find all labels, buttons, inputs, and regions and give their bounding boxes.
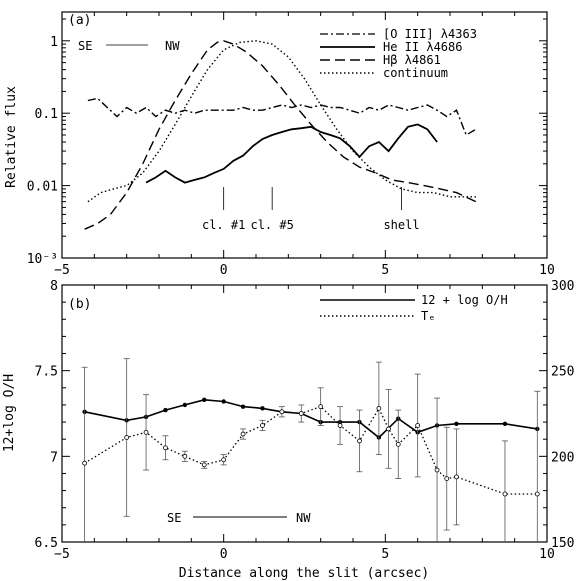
panel-b-y2tick-label: 300 [551, 279, 574, 294]
te-point [124, 435, 130, 440]
panel-b-y2tick-label: 150 [551, 536, 574, 551]
panel-a-xtick-label: −5 [54, 263, 70, 278]
te-point [318, 404, 324, 410]
panel-a-annotations: cl. #1 cl. #5 shell [202, 187, 420, 232]
panel-a-xtick-label: 0 [220, 263, 228, 278]
panel-a-frame [61, 11, 548, 259]
panel-b-frame [61, 284, 548, 543]
panel-a-orient-right: NW [165, 39, 180, 53]
oh-point [221, 399, 226, 404]
te-point [395, 441, 401, 447]
te-point [260, 423, 265, 428]
panel-a-xtick-label: 10 [539, 263, 555, 278]
panel-b-orient-left: SE [167, 511, 181, 525]
annotation-label: cl. #1 [202, 218, 245, 232]
te-point [337, 423, 343, 428]
te-point [82, 460, 88, 466]
panel-a-orient-left: SE [78, 39, 92, 53]
panel-a-series [84, 40, 477, 230]
panel-b-legend: 12 + log O/H Tₑ [320, 293, 508, 323]
panel-b: −5 0 5 10 6.5 7 7.5 8 150 200 250 300 (b) 12+log O/… [2, 279, 574, 581]
panel-b-xtick-label: 10 [539, 547, 555, 562]
te-point [386, 426, 391, 432]
panel-a-ytick-label: 0.1 [35, 107, 58, 122]
panel-b-ytick-label: 8 [50, 279, 58, 294]
legend-label-continuum: continuum [383, 66, 448, 80]
te-point [279, 409, 285, 415]
te-point [143, 429, 149, 435]
series-line-te [84, 405, 538, 495]
panel-b-axes: −5 0 5 10 6.5 7 7.5 8 150 200 250 300 [35, 279, 575, 562]
te-point [415, 423, 421, 428]
te-point [357, 438, 362, 444]
panel-b-xtick-label: −5 [54, 547, 70, 562]
panel-b-y2tick-label: 200 [551, 450, 574, 465]
oh-point [163, 407, 168, 413]
series-line-heii [145, 123, 438, 184]
panel-b-xlabel: Distance along the slit (arcsec) [179, 566, 429, 581]
annotation-label: shell [383, 218, 419, 232]
panel-b-ylabel: 12+log O/H [2, 374, 17, 452]
panel-b-series [81, 358, 541, 542]
panel-a-xtick-label: 5 [381, 263, 389, 278]
legend-label-heii: He II λ4686 [383, 40, 462, 54]
te-point [221, 457, 227, 463]
oh-point [240, 404, 246, 409]
panel-a-ytick-label: 0.01 [27, 180, 58, 195]
oh-point [502, 421, 508, 426]
oh-point [182, 402, 188, 408]
te-point [182, 453, 188, 459]
panel-b-xtick-label: 0 [220, 547, 228, 562]
series-line-oiii [87, 97, 477, 137]
panel-a-ylabel: Relative flux [4, 86, 19, 188]
panel-b-ytick-label: 7.5 [35, 365, 58, 380]
panel-a-ytick-label: 1 [50, 35, 58, 50]
panel-b-label: (b) [68, 297, 91, 312]
panel-a-ytick-label: 10⁻³ [27, 252, 58, 267]
te-point [434, 467, 440, 473]
legend-label-te: Tₑ [421, 309, 435, 323]
te-point [534, 491, 540, 497]
panel-b-orient-right: NW [296, 511, 311, 525]
te-point [240, 431, 246, 437]
legend-label-oh: 12 + log O/H [421, 293, 508, 307]
te-point [376, 405, 382, 411]
series-line-hbeta [84, 40, 477, 230]
panel-b-ytick-label: 6.5 [35, 536, 58, 551]
panel-a-legend: [O III] λ4363 He II λ4686 Hβ λ4861 conti… [320, 27, 477, 80]
panel-b-y2tick-label: 250 [551, 365, 574, 380]
te-point [163, 445, 168, 451]
panel-b-ytick-label: 7 [50, 450, 58, 465]
te-point [298, 411, 304, 416]
oh-point [202, 397, 207, 402]
panel-a-axes: −5 0 5 10 1 0.1 0.01 10⁻³ [27, 12, 555, 278]
panel-b-xtick-label: 5 [381, 547, 389, 562]
oh-point [260, 406, 265, 411]
legend-label-hbeta: Hβ λ4861 [383, 53, 441, 67]
panel-a-label: (a) [68, 13, 91, 28]
legend-label-oiii: [O III] λ4363 [383, 27, 477, 41]
oh-point [454, 421, 459, 426]
series-line-oh [84, 398, 538, 439]
te-point [444, 476, 450, 482]
te-point [454, 474, 459, 480]
te-point [201, 462, 207, 468]
te-point [502, 491, 508, 497]
annotation-label: cl. #5 [250, 218, 293, 232]
